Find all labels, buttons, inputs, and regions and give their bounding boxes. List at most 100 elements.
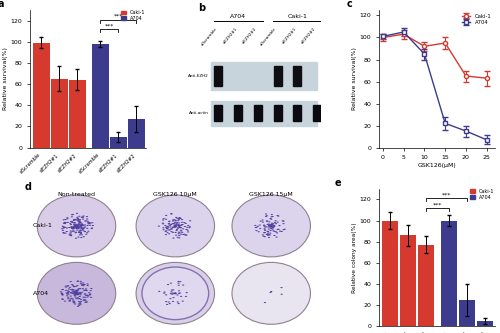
Circle shape (78, 221, 80, 223)
Circle shape (273, 226, 276, 227)
Circle shape (269, 232, 272, 234)
Circle shape (264, 302, 266, 303)
Circle shape (76, 290, 78, 291)
Circle shape (80, 232, 82, 233)
Circle shape (74, 232, 76, 233)
Circle shape (270, 228, 272, 229)
Circle shape (71, 284, 74, 285)
Circle shape (175, 235, 178, 236)
Circle shape (165, 215, 168, 216)
Circle shape (256, 227, 258, 228)
Circle shape (80, 222, 82, 223)
Circle shape (68, 233, 71, 234)
Circle shape (170, 291, 172, 292)
Circle shape (86, 283, 88, 284)
Circle shape (73, 223, 75, 225)
Circle shape (82, 229, 84, 230)
Circle shape (180, 224, 182, 226)
Circle shape (85, 288, 87, 289)
Circle shape (79, 303, 82, 304)
Circle shape (77, 280, 79, 281)
Circle shape (82, 217, 84, 218)
Circle shape (80, 293, 82, 294)
Circle shape (76, 227, 78, 228)
Circle shape (72, 301, 74, 302)
Circle shape (174, 232, 177, 233)
Circle shape (78, 301, 80, 302)
Circle shape (66, 217, 68, 218)
Circle shape (178, 292, 181, 294)
Circle shape (86, 295, 88, 296)
Circle shape (81, 234, 83, 235)
Circle shape (75, 293, 78, 294)
Circle shape (77, 224, 79, 225)
Circle shape (82, 300, 85, 301)
Circle shape (88, 222, 90, 223)
Circle shape (74, 293, 76, 294)
Circle shape (67, 297, 70, 298)
Circle shape (263, 232, 266, 233)
Bar (92, 44, 108, 148)
Circle shape (177, 227, 180, 229)
Circle shape (80, 227, 82, 228)
Circle shape (75, 291, 78, 292)
Circle shape (174, 220, 177, 221)
Y-axis label: Relative survival(%): Relative survival(%) (3, 47, 8, 110)
Circle shape (271, 227, 273, 228)
Circle shape (174, 225, 176, 226)
Circle shape (90, 297, 92, 298)
Circle shape (268, 224, 270, 225)
Circle shape (280, 231, 283, 232)
Circle shape (86, 228, 88, 229)
Circle shape (165, 219, 167, 220)
Circle shape (76, 297, 79, 298)
Circle shape (178, 303, 180, 304)
Circle shape (166, 228, 168, 229)
Circle shape (270, 292, 272, 293)
Text: ***: *** (104, 24, 114, 29)
Circle shape (73, 293, 75, 294)
Circle shape (260, 220, 262, 222)
Text: GSK126 15μM: GSK126 15μM (250, 191, 293, 196)
Circle shape (165, 230, 168, 231)
Circle shape (172, 220, 174, 221)
Circle shape (80, 217, 83, 218)
Circle shape (78, 225, 80, 226)
Circle shape (78, 216, 80, 217)
Circle shape (91, 227, 93, 228)
Circle shape (64, 227, 66, 228)
Circle shape (84, 290, 87, 291)
Circle shape (72, 289, 74, 290)
Circle shape (76, 292, 78, 293)
Circle shape (266, 233, 268, 235)
Circle shape (185, 296, 187, 297)
Circle shape (75, 227, 78, 228)
Circle shape (80, 283, 82, 284)
Circle shape (76, 226, 78, 227)
Circle shape (87, 222, 89, 223)
Circle shape (262, 236, 265, 237)
Circle shape (259, 228, 262, 229)
Circle shape (78, 227, 80, 228)
Circle shape (174, 226, 176, 227)
Circle shape (164, 234, 167, 235)
Circle shape (70, 295, 72, 297)
Circle shape (72, 214, 74, 215)
Circle shape (86, 301, 88, 302)
Circle shape (276, 232, 278, 233)
Circle shape (180, 218, 182, 219)
Circle shape (72, 292, 74, 293)
Circle shape (78, 219, 80, 220)
Circle shape (168, 223, 170, 224)
Circle shape (66, 295, 68, 296)
Circle shape (68, 288, 70, 290)
Circle shape (80, 304, 82, 305)
Circle shape (69, 223, 71, 224)
Circle shape (266, 226, 268, 227)
Circle shape (66, 218, 68, 219)
Ellipse shape (232, 195, 310, 257)
Circle shape (86, 232, 88, 233)
Circle shape (70, 235, 72, 236)
Ellipse shape (232, 262, 310, 324)
Circle shape (266, 220, 268, 222)
